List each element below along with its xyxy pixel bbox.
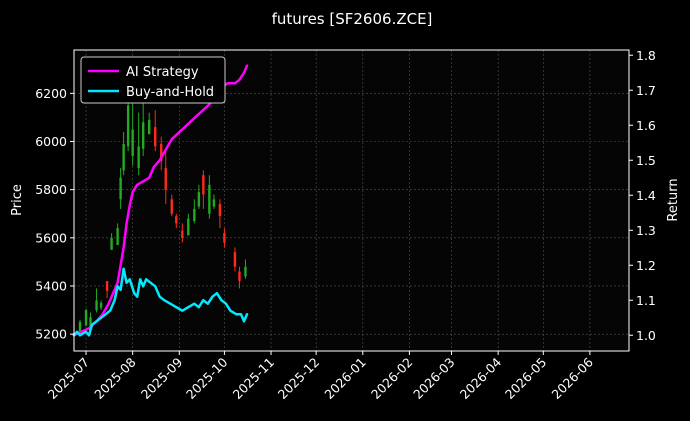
candle-body — [160, 143, 163, 161]
y-right-tick-label: 1.5 — [636, 153, 656, 168]
candle-body — [193, 208, 196, 221]
y-axis-left-label: Price — [10, 184, 25, 216]
y-right-tick-label: 1.8 — [636, 48, 656, 63]
candle-body — [208, 184, 211, 214]
series-line-buy-and-hold — [72, 267, 249, 337]
candle-body — [84, 310, 88, 326]
y-axis-right: 1.0 1.1 1.2 1.3 1.4 1.5 1.6 1.7 1.8 — [629, 48, 656, 343]
candle-body — [137, 146, 140, 168]
candle-body — [175, 216, 178, 224]
y-left-tick-label: 5200 — [35, 327, 67, 342]
y-right-tick-label: 1.4 — [636, 188, 656, 203]
candle-body — [218, 204, 222, 217]
candle-body — [105, 281, 109, 291]
candle-body — [126, 105, 130, 147]
y-left-tick-label: 6000 — [35, 134, 67, 149]
y-axis-right-label: Return — [666, 178, 681, 221]
legend-label-buy-and-hold: Buy-and-Hold — [126, 85, 214, 100]
candle-body — [181, 230, 184, 238]
y-right-tick-label: 1.6 — [636, 118, 656, 133]
candle-body — [223, 233, 226, 243]
y-axis-left: 5200 5400 5600 5800 6000 6200 — [35, 86, 74, 342]
candle-body — [99, 302, 103, 308]
y-right-tick-label: 1.2 — [636, 258, 656, 273]
candlesticks — [72, 93, 247, 336]
candle-body — [148, 119, 151, 135]
legend-label-ai-strategy: AI Strategy — [126, 65, 199, 80]
candle-body — [110, 237, 113, 250]
candle-body — [233, 252, 237, 267]
candle-body — [95, 300, 98, 311]
candle-body — [197, 192, 201, 207]
candle-body — [164, 167, 167, 190]
plot-frame — [73, 49, 630, 352]
candle-body — [244, 266, 247, 277]
candle-body — [122, 143, 125, 171]
y-right-tick-label: 1.1 — [636, 293, 656, 308]
candle-body — [202, 175, 205, 195]
y-right-tick-label: 1.0 — [636, 328, 656, 343]
chart-title: futures [SF2606.ZCE] — [272, 10, 433, 28]
y-left-tick-label: 6200 — [35, 86, 67, 101]
candle-body — [78, 322, 82, 332]
y-left-tick-label: 5600 — [35, 230, 67, 245]
candle-body — [170, 199, 173, 214]
candle-body — [187, 218, 190, 236]
candle-body — [238, 271, 241, 282]
candle-body — [141, 122, 145, 149]
y-right-tick-label: 1.7 — [636, 83, 656, 98]
y-left-tick-label: 5400 — [35, 278, 67, 293]
y-left-tick-label: 5800 — [35, 182, 67, 197]
legend: AI Strategy Buy-and-Hold — [80, 56, 226, 104]
candle-body — [119, 177, 122, 200]
candle-body — [131, 129, 134, 156]
candle-body — [116, 228, 119, 246]
candle-body — [89, 317, 92, 327]
candle-body — [154, 127, 157, 147]
candle-body — [212, 199, 216, 207]
y-right-tick-label: 1.3 — [636, 223, 656, 238]
